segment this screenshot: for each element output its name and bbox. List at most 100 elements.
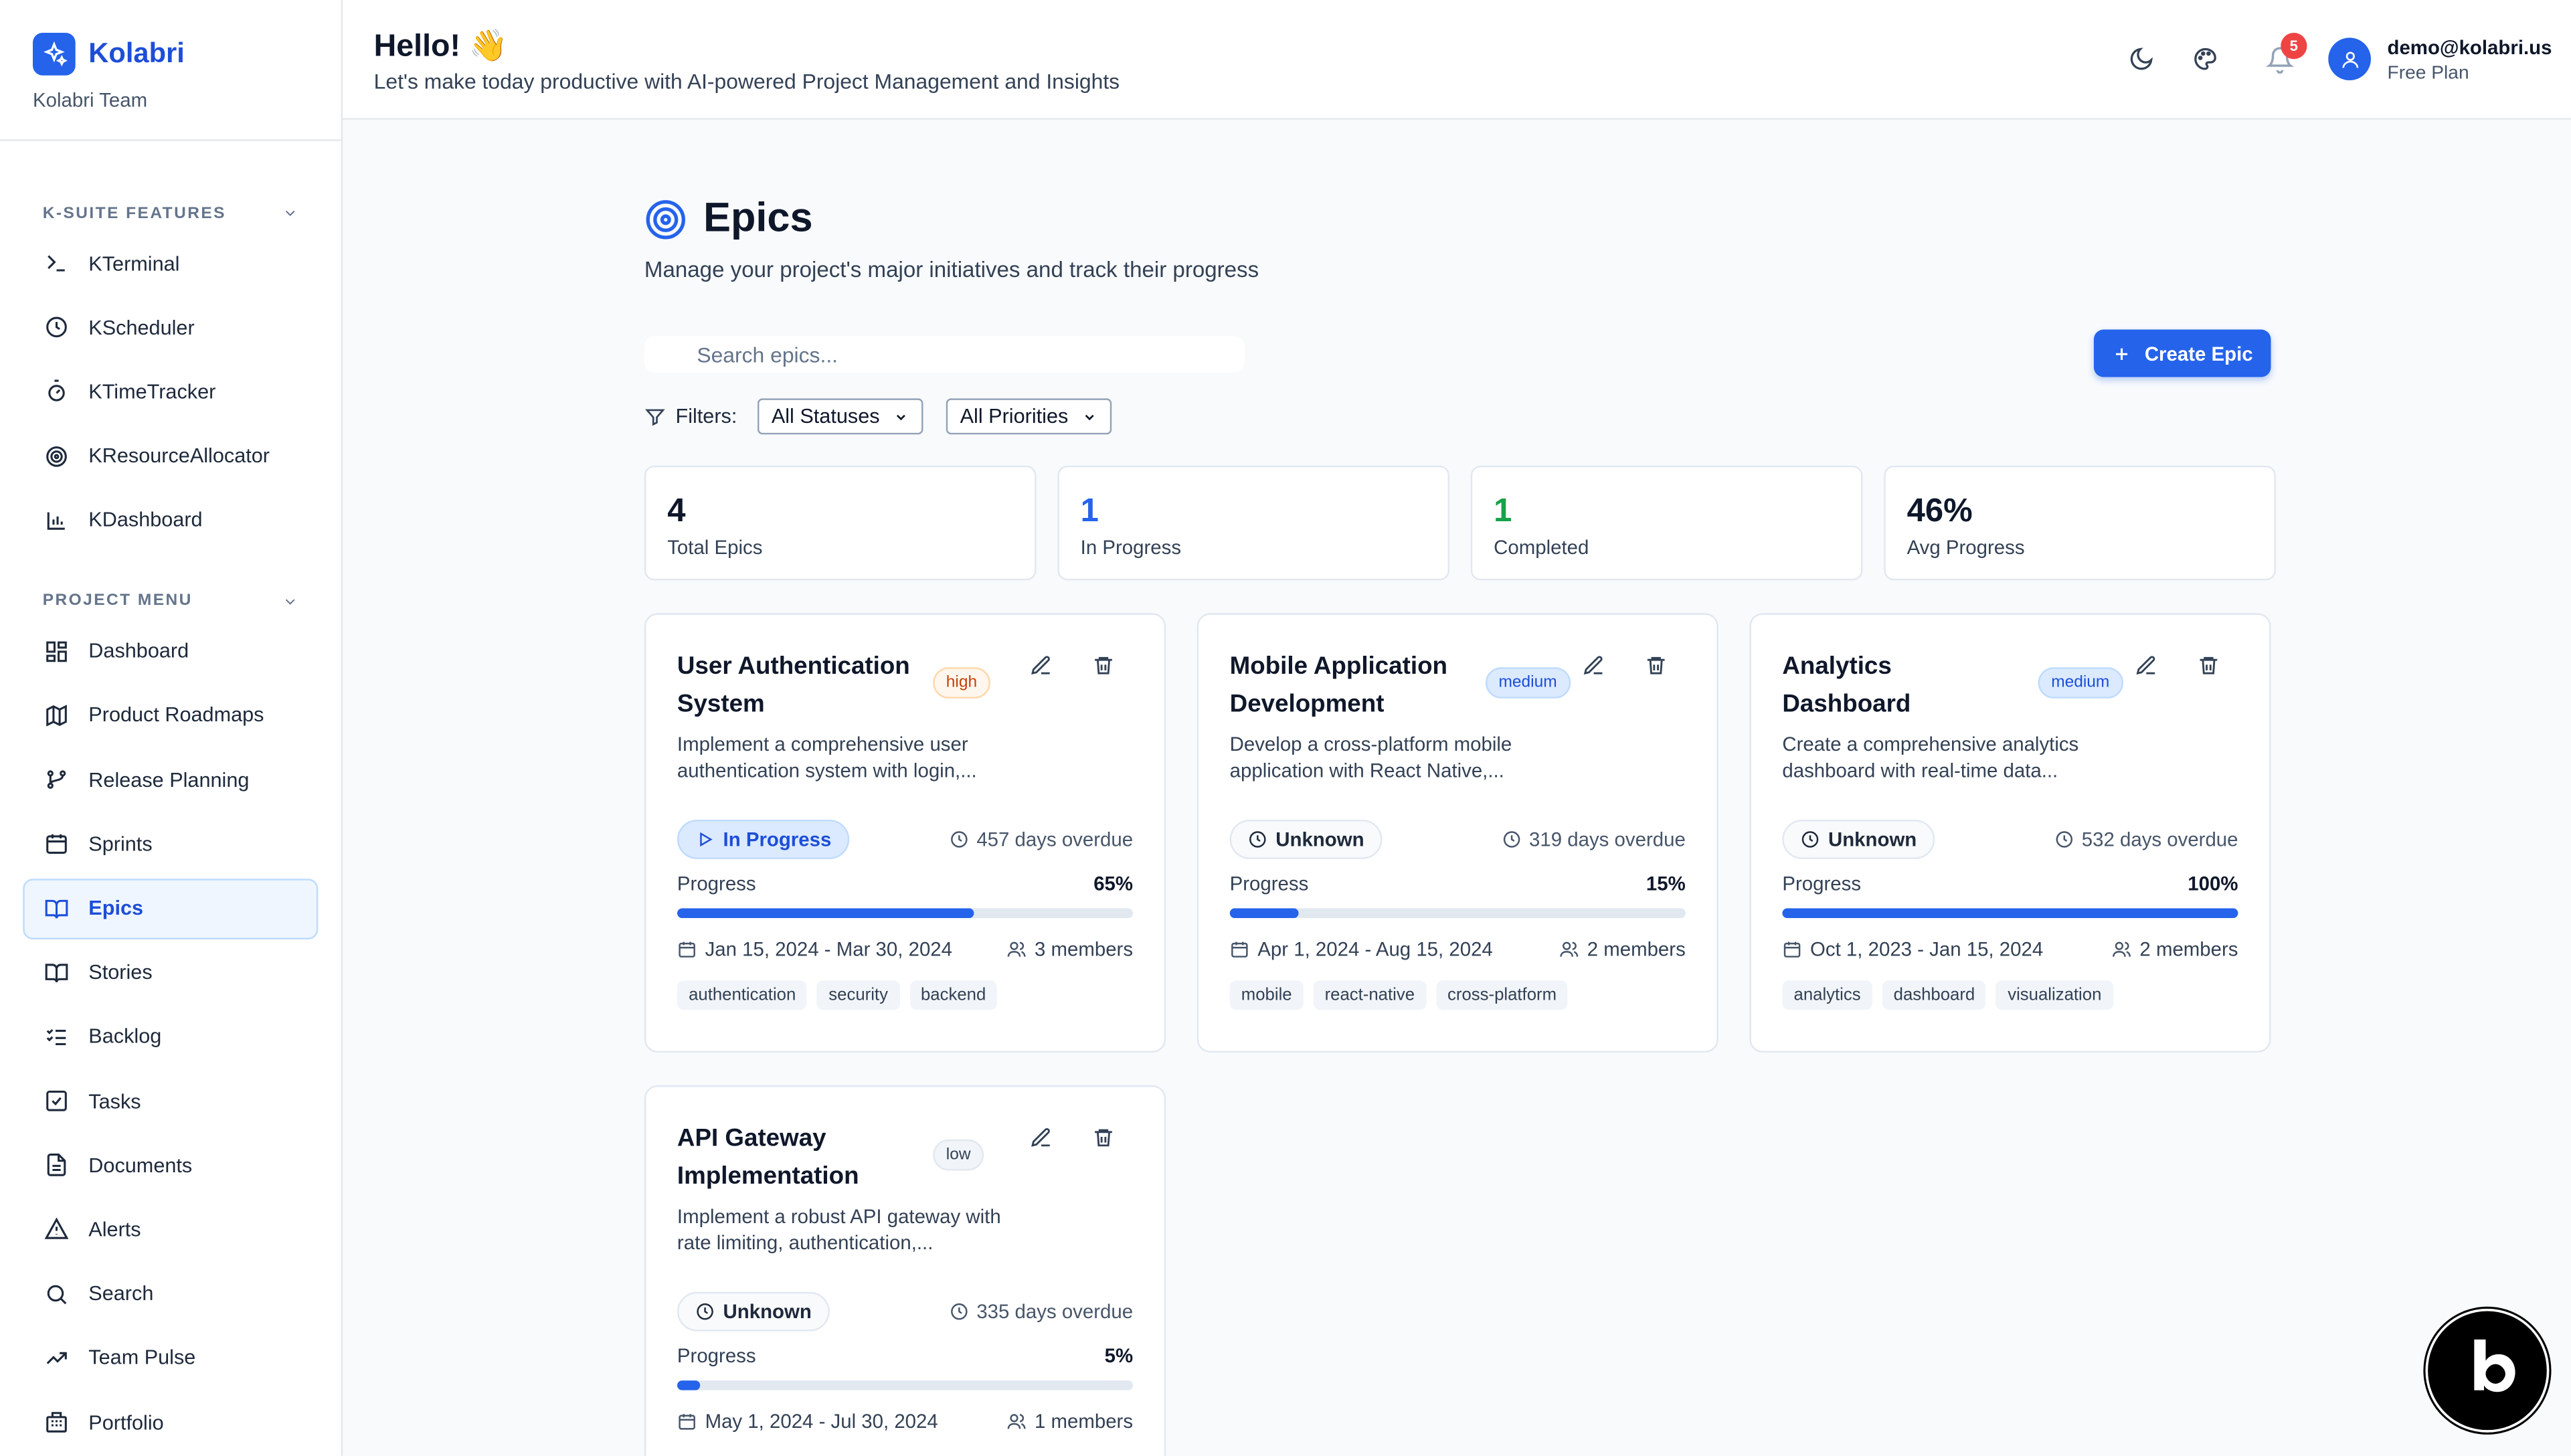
filters-label: Filters: xyxy=(675,405,737,428)
calendar-icon xyxy=(1783,941,1801,958)
epic-cards-grid: User Authentication System high Implemen… xyxy=(644,613,2271,1456)
epic-card[interactable]: API Gateway Implementation low Implement… xyxy=(644,1085,1166,1456)
greeting-subtitle: Let's make today productive with AI-powe… xyxy=(373,68,1120,94)
epic-card[interactable]: User Authentication System high Implemen… xyxy=(644,613,1166,1053)
status-text: Unknown xyxy=(1275,828,1364,851)
bolt-logo-icon xyxy=(2425,1308,2550,1433)
sidebar-item-label: KTimeTracker xyxy=(88,380,216,403)
epic-description: Create a comprehensive analytics dashboa… xyxy=(1782,733,2079,782)
epic-title[interactable]: Analytics Dashboard xyxy=(1782,652,1911,719)
project-section-header[interactable]: PROJECT MENU xyxy=(23,585,318,618)
edit-icon[interactable] xyxy=(1030,654,1053,677)
sidebar-item-tasks[interactable]: Tasks xyxy=(23,1071,318,1131)
date-range: Oct 1, 2023 - Jan 15, 2024 xyxy=(1782,938,2043,961)
sidebar-item-kresourceallocator[interactable]: KResourceAllocator xyxy=(23,426,318,486)
sidebar-item-label: Search xyxy=(88,1282,154,1305)
create-epic-button[interactable]: Create Epic xyxy=(2093,329,2271,377)
date-range-text: Jan 15, 2024 - Mar 30, 2024 xyxy=(705,937,953,961)
bell-icon[interactable] xyxy=(2266,46,2294,74)
edit-icon[interactable] xyxy=(2135,654,2157,677)
epic-title[interactable]: Mobile Application Development xyxy=(1229,652,1447,719)
moon-icon[interactable] xyxy=(2128,46,2154,72)
ksuite-section-title: K-SUITE FEATURES xyxy=(42,204,226,223)
bar-chart-icon xyxy=(47,512,65,530)
users-icon xyxy=(1560,941,1579,957)
brand-name[interactable]: Kolabri xyxy=(88,37,185,69)
epic-title[interactable]: User Authentication System xyxy=(677,652,910,719)
clock-icon xyxy=(950,1303,967,1320)
overdue-info: 457 days overdue xyxy=(949,828,1133,851)
stat-label: In Progress xyxy=(1080,536,1182,559)
target-icon xyxy=(646,199,685,239)
members-info: 1 members xyxy=(1006,1410,1133,1433)
epic-card[interactable]: Mobile Application Development medium De… xyxy=(1196,613,1718,1053)
sidebar-item-release-planning[interactable]: Release Planning xyxy=(23,749,318,810)
brand: Kolabri Kolabri Team xyxy=(0,0,341,141)
date-range: May 1, 2024 - Jul 30, 2024 xyxy=(677,1410,938,1433)
user-email[interactable]: demo@kolabri.us xyxy=(2387,35,2552,60)
trash-icon[interactable] xyxy=(1092,1126,1115,1149)
sidebar-item-kscheduler[interactable]: KScheduler xyxy=(23,297,318,358)
sidebar-item-epics[interactable]: Epics xyxy=(23,878,319,939)
progress-bar xyxy=(677,908,1134,919)
sidebar-item-team-pulse[interactable]: Team Pulse xyxy=(23,1328,318,1388)
edit-icon[interactable] xyxy=(1030,1126,1053,1149)
filter-icon xyxy=(644,408,665,426)
progress-label: Progress xyxy=(677,872,756,895)
calendar-icon xyxy=(46,834,67,854)
plus-icon xyxy=(2115,347,2128,359)
clock-icon xyxy=(2055,831,2072,848)
trash-icon[interactable] xyxy=(1092,654,1115,677)
tag: react-native xyxy=(1313,980,1427,1010)
file-text-icon xyxy=(47,1154,66,1177)
stat-card: 46% Avg Progress xyxy=(1884,465,2276,581)
date-range: Apr 1, 2024 - Aug 15, 2024 xyxy=(1230,938,1493,961)
greeting: Hello! 👋 xyxy=(373,29,508,64)
trash-icon[interactable] xyxy=(1645,654,1668,677)
avatar[interactable] xyxy=(2328,37,2371,81)
stat-value: 1 xyxy=(1080,493,1099,530)
ksuite-section-header[interactable]: K-SUITE FEATURES xyxy=(23,197,318,230)
sidebar-item-backlog[interactable]: Backlog xyxy=(23,1006,318,1067)
search-input[interactable] xyxy=(644,336,1245,373)
status-filter-select[interactable]: All Statuses xyxy=(756,398,923,435)
sidebar-item-search[interactable]: Search xyxy=(23,1263,318,1324)
terminal-icon xyxy=(48,255,65,272)
sidebar-item-product-roadmaps[interactable]: Product Roadmaps xyxy=(23,685,318,746)
progress-bar xyxy=(1782,908,2238,919)
git-branch-icon xyxy=(47,770,66,790)
palette-icon[interactable] xyxy=(2192,46,2218,72)
sparkles-icon[interactable] xyxy=(33,33,76,76)
sidebar-item-kdashboard[interactable]: KDashboard xyxy=(23,490,318,551)
progress-bar xyxy=(1229,908,1686,919)
edit-icon[interactable] xyxy=(1582,654,1605,677)
date-range: Jan 15, 2024 - Mar 30, 2024 xyxy=(677,938,952,961)
sidebar-item-sprints[interactable]: Sprints xyxy=(23,814,318,875)
sidebar-item-stories[interactable]: Stories xyxy=(23,942,318,1003)
date-range-text: May 1, 2024 - Jul 30, 2024 xyxy=(705,1410,938,1433)
sidebar-item-kterminal[interactable]: KTerminal xyxy=(23,233,318,294)
sidebar-item-label: KTerminal xyxy=(88,252,180,275)
members-text: 3 members xyxy=(1034,937,1134,961)
sidebar-item-dashboard[interactable]: Dashboard xyxy=(23,621,318,682)
priority-filter-select[interactable]: All Priorities xyxy=(945,398,1112,435)
progress-bar xyxy=(677,1380,1134,1390)
page-subtitle: Manage your project's major initiatives … xyxy=(644,257,1259,282)
epic-title[interactable]: API Gateway Implementation xyxy=(677,1124,859,1190)
sidebar-item-label: Tasks xyxy=(88,1089,141,1113)
chevron-down-icon xyxy=(1084,414,1093,420)
sidebar-item-documents[interactable]: Documents xyxy=(23,1135,318,1196)
sidebar-item-portfolio[interactable]: Portfolio xyxy=(23,1392,318,1453)
bolt-badge[interactable] xyxy=(2423,1306,2552,1435)
sidebar-item-alerts[interactable]: Alerts xyxy=(23,1199,318,1260)
trash-icon[interactable] xyxy=(2197,654,2220,677)
sidebar-item-ktimetracker[interactable]: KTimeTracker xyxy=(23,361,318,422)
priority-badge: low xyxy=(933,1139,984,1171)
stats-row: 4 Total Epics 1 In Progress 1 Completed … xyxy=(644,465,2276,581)
list-checks-icon xyxy=(46,1028,66,1045)
epic-card[interactable]: Analytics Dashboard medium Create a comp… xyxy=(1749,613,2271,1053)
team-name: Kolabri Team xyxy=(33,88,148,112)
building-icon xyxy=(46,1412,67,1433)
status-badge: In Progress xyxy=(677,820,850,859)
progress-percent: 65% xyxy=(1093,872,1134,895)
